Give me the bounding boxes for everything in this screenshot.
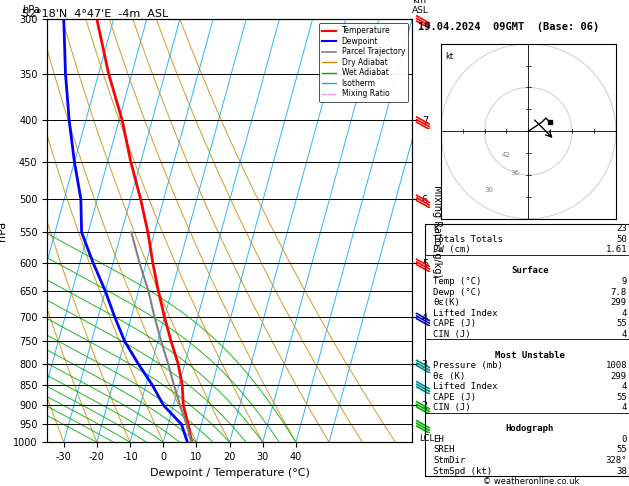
Text: StmDir: StmDir — [433, 456, 465, 465]
Text: EH: EH — [433, 435, 443, 444]
Y-axis label: Mixing Ratio (g/kg): Mixing Ratio (g/kg) — [432, 185, 442, 277]
Text: 30: 30 — [484, 188, 494, 193]
Text: 19.04.2024  09GMT  (Base: 06): 19.04.2024 09GMT (Base: 06) — [418, 22, 599, 32]
Text: Surface: Surface — [511, 266, 548, 276]
Text: Temp (°C): Temp (°C) — [433, 277, 481, 286]
Text: © weatheronline.co.uk: © weatheronline.co.uk — [483, 477, 580, 486]
Text: 9: 9 — [621, 277, 627, 286]
Text: 23: 23 — [616, 225, 627, 233]
Text: 36: 36 — [511, 170, 520, 176]
Text: Lifted Index: Lifted Index — [433, 309, 498, 317]
Text: 7.8: 7.8 — [611, 288, 627, 296]
Text: Totals Totals: Totals Totals — [433, 235, 503, 244]
Text: K: K — [433, 225, 438, 233]
Text: 328°: 328° — [605, 456, 627, 465]
Text: 4: 4 — [621, 309, 627, 317]
Y-axis label: hPa: hPa — [0, 221, 8, 241]
Text: θε(K): θε(K) — [433, 298, 460, 307]
Text: 1.61: 1.61 — [605, 245, 627, 254]
Text: 4: 4 — [621, 382, 627, 391]
Text: Most Unstable: Most Unstable — [495, 351, 565, 360]
Text: Dewp (°C): Dewp (°C) — [433, 288, 481, 296]
X-axis label: Dewpoint / Temperature (°C): Dewpoint / Temperature (°C) — [150, 468, 309, 478]
Text: Lifted Index: Lifted Index — [433, 382, 498, 391]
Text: CAPE (J): CAPE (J) — [433, 393, 476, 402]
Text: θε (K): θε (K) — [433, 372, 465, 381]
Text: hPa: hPa — [21, 5, 40, 15]
Text: 4: 4 — [621, 403, 627, 412]
Text: 50: 50 — [616, 235, 627, 244]
Text: CIN (J): CIN (J) — [433, 330, 470, 339]
Text: PW (cm): PW (cm) — [433, 245, 470, 254]
Text: LCL: LCL — [420, 434, 435, 443]
Text: CAPE (J): CAPE (J) — [433, 319, 476, 328]
Text: SREH: SREH — [433, 446, 455, 454]
Text: 4: 4 — [621, 330, 627, 339]
Text: 55: 55 — [616, 446, 627, 454]
Text: 52°18'N  4°47'E  -4m  ASL: 52°18'N 4°47'E -4m ASL — [21, 9, 168, 18]
Text: 38: 38 — [616, 467, 627, 475]
Text: 55: 55 — [616, 319, 627, 328]
Text: Hodograph: Hodograph — [506, 424, 554, 434]
Text: 299: 299 — [611, 298, 627, 307]
Text: 299: 299 — [611, 372, 627, 381]
Text: kt: kt — [445, 52, 454, 62]
Legend: Temperature, Dewpoint, Parcel Trajectory, Dry Adiabat, Wet Adiabat, Isotherm, Mi: Temperature, Dewpoint, Parcel Trajectory… — [319, 23, 408, 102]
Text: CIN (J): CIN (J) — [433, 403, 470, 412]
Text: 55: 55 — [616, 393, 627, 402]
Text: 42: 42 — [502, 153, 511, 158]
Text: 0: 0 — [621, 435, 627, 444]
Text: Pressure (mb): Pressure (mb) — [433, 361, 503, 370]
Text: km
ASL: km ASL — [412, 0, 429, 15]
Text: StmSpd (kt): StmSpd (kt) — [433, 467, 492, 475]
Text: 1008: 1008 — [605, 361, 627, 370]
